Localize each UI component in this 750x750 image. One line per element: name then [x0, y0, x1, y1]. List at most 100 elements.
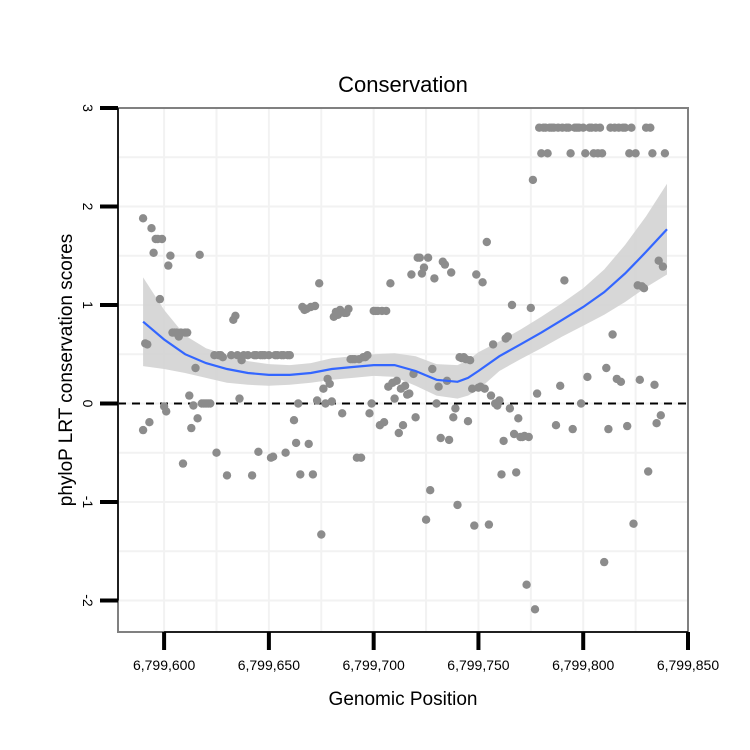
data-point — [522, 580, 531, 589]
data-point — [444, 435, 454, 445]
data-point — [432, 399, 441, 408]
data-point — [449, 413, 458, 422]
data-point — [157, 234, 167, 244]
data-point — [398, 421, 408, 430]
data-point — [304, 439, 313, 449]
data-point — [465, 356, 475, 365]
data-point — [325, 379, 334, 388]
data-point — [644, 467, 653, 476]
data-point — [629, 519, 638, 528]
data-point — [468, 384, 477, 393]
data-point — [166, 251, 175, 260]
data-point — [579, 123, 588, 132]
data-point — [317, 530, 326, 539]
data-point — [162, 407, 171, 416]
data-point — [625, 149, 634, 158]
data-point — [310, 301, 320, 311]
data-point — [394, 428, 403, 438]
data-point — [507, 300, 517, 310]
data-point — [499, 436, 508, 446]
data-point — [268, 452, 278, 461]
data-point — [503, 332, 512, 341]
data-point — [524, 432, 533, 442]
y-tick-label: 0 — [80, 400, 96, 408]
data-point — [560, 276, 569, 285]
data-point — [495, 396, 504, 405]
data-point — [595, 123, 605, 132]
data-point — [639, 284, 649, 293]
data-point — [193, 414, 202, 423]
data-point — [319, 384, 328, 393]
data-point — [656, 411, 665, 420]
data-point — [566, 149, 575, 158]
x-tick-label: 6,799,650 — [238, 657, 300, 673]
y-tick-label: -1 — [80, 496, 96, 509]
data-point — [623, 421, 632, 431]
data-point — [405, 389, 414, 398]
data-point — [281, 448, 290, 457]
data-point — [530, 605, 540, 614]
data-point — [512, 468, 521, 477]
data-point — [608, 330, 617, 339]
data-point — [327, 397, 336, 406]
data-point — [426, 486, 435, 495]
data-point — [526, 303, 535, 313]
data-point — [652, 419, 661, 428]
data-point — [650, 380, 659, 389]
data-point — [344, 304, 353, 314]
data-point — [453, 500, 462, 510]
data-point — [419, 263, 429, 272]
data-point — [514, 414, 523, 423]
data-point — [551, 421, 561, 430]
x-axis: 6,799,600 6,799,650 6,799,700 6,799,750 6,79… — [133, 631, 719, 673]
data-point — [631, 149, 640, 158]
data-point — [421, 515, 431, 524]
data-point — [597, 149, 607, 158]
data-point — [600, 557, 609, 567]
data-point — [423, 253, 433, 262]
x-tick-label: 6,799,700 — [343, 657, 405, 673]
data-point — [451, 404, 460, 413]
data-point — [627, 123, 636, 132]
data-point — [312, 396, 322, 405]
data-point — [447, 268, 456, 277]
data-point — [472, 270, 481, 279]
data-point — [247, 471, 257, 480]
data-point — [470, 521, 479, 530]
data-point — [620, 123, 630, 132]
data-point — [289, 416, 299, 425]
data-point — [138, 425, 148, 435]
data-point — [365, 409, 374, 418]
data-point — [185, 391, 194, 400]
data-point — [646, 123, 655, 132]
data-point — [191, 363, 200, 373]
data-point — [294, 399, 303, 408]
data-point — [482, 237, 491, 247]
data-point — [436, 433, 445, 443]
data-point — [218, 353, 227, 362]
data-point — [428, 364, 437, 374]
data-point — [390, 394, 399, 403]
data-point — [338, 409, 347, 418]
data-point — [145, 418, 154, 427]
data-point — [532, 389, 542, 398]
data-point — [484, 520, 494, 529]
confidence-band-group — [143, 183, 668, 399]
data-point — [222, 471, 232, 480]
data-point — [537, 149, 546, 158]
y-axis-label: phyloP LRT conservation scores — [56, 234, 77, 507]
y-axis: -2 -1 0 1 2 3 — [80, 104, 119, 607]
data-point — [583, 372, 592, 382]
data-point — [206, 399, 215, 408]
data-point — [183, 328, 192, 337]
data-point — [231, 311, 240, 320]
y-tick-label: 2 — [80, 203, 96, 211]
x-tick-label: 6,799,800 — [552, 657, 614, 673]
chart-title: Conservation — [338, 72, 468, 97]
x-tick-label: 6,799,750 — [447, 657, 509, 673]
data-point — [430, 274, 439, 283]
data-point — [363, 351, 372, 360]
data-point — [528, 175, 538, 185]
data-point — [658, 262, 668, 271]
